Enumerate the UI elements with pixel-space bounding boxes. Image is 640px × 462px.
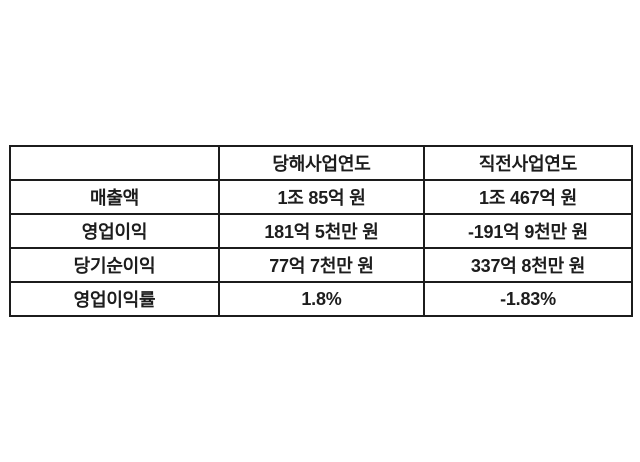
cell-revenue-current: 1조 85억 원 xyxy=(218,179,425,215)
cell-revenue-previous: 1조 467억 원 xyxy=(423,179,633,215)
cell-net-income-previous: 337억 8천만 원 xyxy=(423,247,633,283)
row-label-revenue: 매출액 xyxy=(9,179,220,215)
header-cell-previous-year: 직전사업연도 xyxy=(423,145,633,181)
cell-operating-margin-current: 1.8% xyxy=(218,281,425,317)
table-row-net-income: 당기순이익 77억 7천만 원 337억 8천만 원 xyxy=(9,247,633,283)
table-row-operating-margin: 영업이익률 1.8% -1.83% xyxy=(9,281,633,317)
header-cell-empty xyxy=(9,145,220,181)
row-label-operating-margin: 영업이익률 xyxy=(9,281,220,317)
cell-operating-profit-current: 181억 5천만 원 xyxy=(218,213,425,249)
table-row-revenue: 매출액 1조 85억 원 1조 467억 원 xyxy=(9,179,633,215)
header-cell-current-year: 당해사업연도 xyxy=(218,145,425,181)
cell-net-income-current: 77억 7천만 원 xyxy=(218,247,425,283)
row-label-net-income: 당기순이익 xyxy=(9,247,220,283)
financial-summary-table: 당해사업연도 직전사업연도 매출액 1조 85억 원 1조 467억 원 영업이… xyxy=(9,145,633,317)
row-label-operating-profit: 영업이익 xyxy=(9,213,220,249)
cell-operating-profit-previous: -191억 9천만 원 xyxy=(423,213,633,249)
table-row-operating-profit: 영업이익 181억 5천만 원 -191억 9천만 원 xyxy=(9,213,633,249)
cell-operating-margin-previous: -1.83% xyxy=(423,281,633,317)
table-header-row: 당해사업연도 직전사업연도 xyxy=(9,145,633,181)
